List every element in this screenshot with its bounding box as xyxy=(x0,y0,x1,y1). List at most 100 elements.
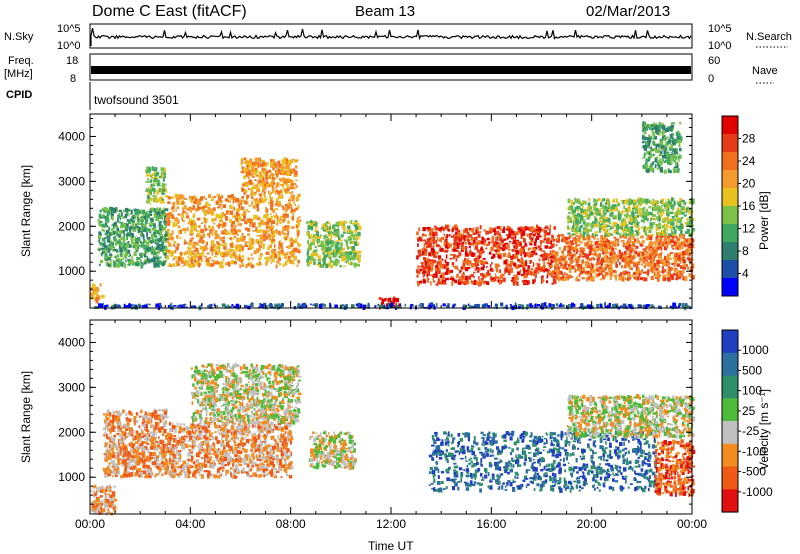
scatter-cell xyxy=(545,241,549,244)
scatter-cell xyxy=(656,240,659,244)
scatter-cell xyxy=(610,268,614,273)
scatter-cell xyxy=(315,225,318,229)
scatter-cell xyxy=(544,257,548,261)
scatter-cell xyxy=(195,201,199,204)
scatter-cell xyxy=(198,253,201,257)
scatter-cell xyxy=(140,264,143,269)
scatter-cell xyxy=(277,160,281,166)
scatter-cell xyxy=(349,257,351,261)
scatter-cell xyxy=(154,252,157,255)
scatter-cell xyxy=(155,229,160,232)
scatter-cell xyxy=(161,246,164,252)
scatter-cell xyxy=(575,244,579,247)
scatter-cell xyxy=(281,247,284,251)
scatter-cell xyxy=(241,263,244,266)
scatter-cell xyxy=(648,229,652,233)
scatter-cell xyxy=(141,230,143,233)
scatter-cell xyxy=(272,240,276,244)
scatter-cell xyxy=(191,208,194,211)
scatter-cell xyxy=(198,263,201,266)
scatter-cell xyxy=(128,255,131,258)
scatter-cell xyxy=(628,244,631,248)
scatter-cell xyxy=(523,238,526,243)
scatter-cell xyxy=(620,265,623,269)
scatter-cell xyxy=(668,139,670,143)
scatter-cell xyxy=(240,170,244,174)
scatter-cell xyxy=(98,248,101,251)
scatter-cell xyxy=(482,273,485,278)
scatter-cell xyxy=(245,264,248,269)
scatter-cell xyxy=(105,216,109,221)
scatter-cell xyxy=(247,241,249,243)
scatter-cell xyxy=(673,159,676,163)
scatter-cell xyxy=(615,261,617,265)
scatter-cell xyxy=(246,182,249,187)
scatter-cell xyxy=(286,160,288,164)
scatter-cell xyxy=(146,232,148,237)
scatter-cell xyxy=(503,260,507,265)
scatter-cell xyxy=(159,196,162,201)
scatter-cell xyxy=(314,252,317,257)
scatter-cell xyxy=(540,244,542,247)
scatter-cell xyxy=(674,242,677,245)
scatter-cell xyxy=(306,221,309,224)
scatter-cell xyxy=(258,194,262,196)
scatter-cell xyxy=(467,239,471,243)
scatter-cell xyxy=(210,230,214,233)
scatter-cell xyxy=(219,264,223,269)
scatter-cell xyxy=(574,198,578,203)
scatter-cell xyxy=(333,233,337,236)
scatter-cell xyxy=(210,245,213,249)
scatter-cell xyxy=(279,217,282,220)
scatter-cell xyxy=(664,217,668,220)
scatter-cell xyxy=(333,227,336,229)
scatter-cell xyxy=(499,280,501,285)
scatter-cell xyxy=(574,268,577,273)
scatter-cell xyxy=(635,245,639,249)
scatter-cell xyxy=(296,234,299,239)
scatter-cell xyxy=(262,198,266,203)
scatter-cell xyxy=(393,306,396,308)
scatter-cell xyxy=(188,263,191,267)
scatter-cell xyxy=(309,244,312,248)
scatter-cell xyxy=(158,217,162,219)
scatter-cell xyxy=(193,195,196,199)
scatter-cell xyxy=(155,247,159,251)
scatter-cell xyxy=(600,215,604,220)
scatter-cell xyxy=(656,244,660,247)
scatter-cell xyxy=(642,157,645,159)
scatter-cell xyxy=(283,235,287,239)
scatter-cell xyxy=(265,217,269,221)
scatter-cell xyxy=(244,168,247,173)
scatter-cell xyxy=(137,219,140,222)
scatter-cell xyxy=(491,256,494,259)
scatter-cell xyxy=(232,199,235,204)
scatter-cell xyxy=(479,225,482,230)
scatter-cell xyxy=(260,228,263,233)
scatter-cell xyxy=(468,242,471,245)
scatter-cell xyxy=(224,198,227,202)
scatter-cell xyxy=(286,233,289,238)
scatter-cell xyxy=(334,229,338,232)
scatter-cell xyxy=(514,246,518,250)
scatter-cell xyxy=(684,276,688,281)
scatter-cell xyxy=(653,268,655,273)
scatter-cell xyxy=(294,247,297,252)
scatter-cell xyxy=(593,198,595,203)
scatter-cell xyxy=(171,214,174,219)
scatter-cell xyxy=(223,246,227,250)
scatter-cell xyxy=(314,246,317,248)
scatter-cell xyxy=(343,239,347,242)
scatter-cell xyxy=(188,247,192,250)
scatter-cell xyxy=(315,248,318,253)
scatter-cell xyxy=(255,239,258,244)
scatter-cell xyxy=(644,216,647,221)
scatter-cell xyxy=(278,195,282,199)
scatter-cell xyxy=(322,258,326,262)
scatter-cell xyxy=(451,281,454,286)
scatter-cell xyxy=(131,220,136,223)
scatter-cell xyxy=(682,250,686,256)
scatter-cell xyxy=(129,213,132,215)
scatter-cell xyxy=(124,242,128,246)
scatter-cell xyxy=(488,241,491,244)
